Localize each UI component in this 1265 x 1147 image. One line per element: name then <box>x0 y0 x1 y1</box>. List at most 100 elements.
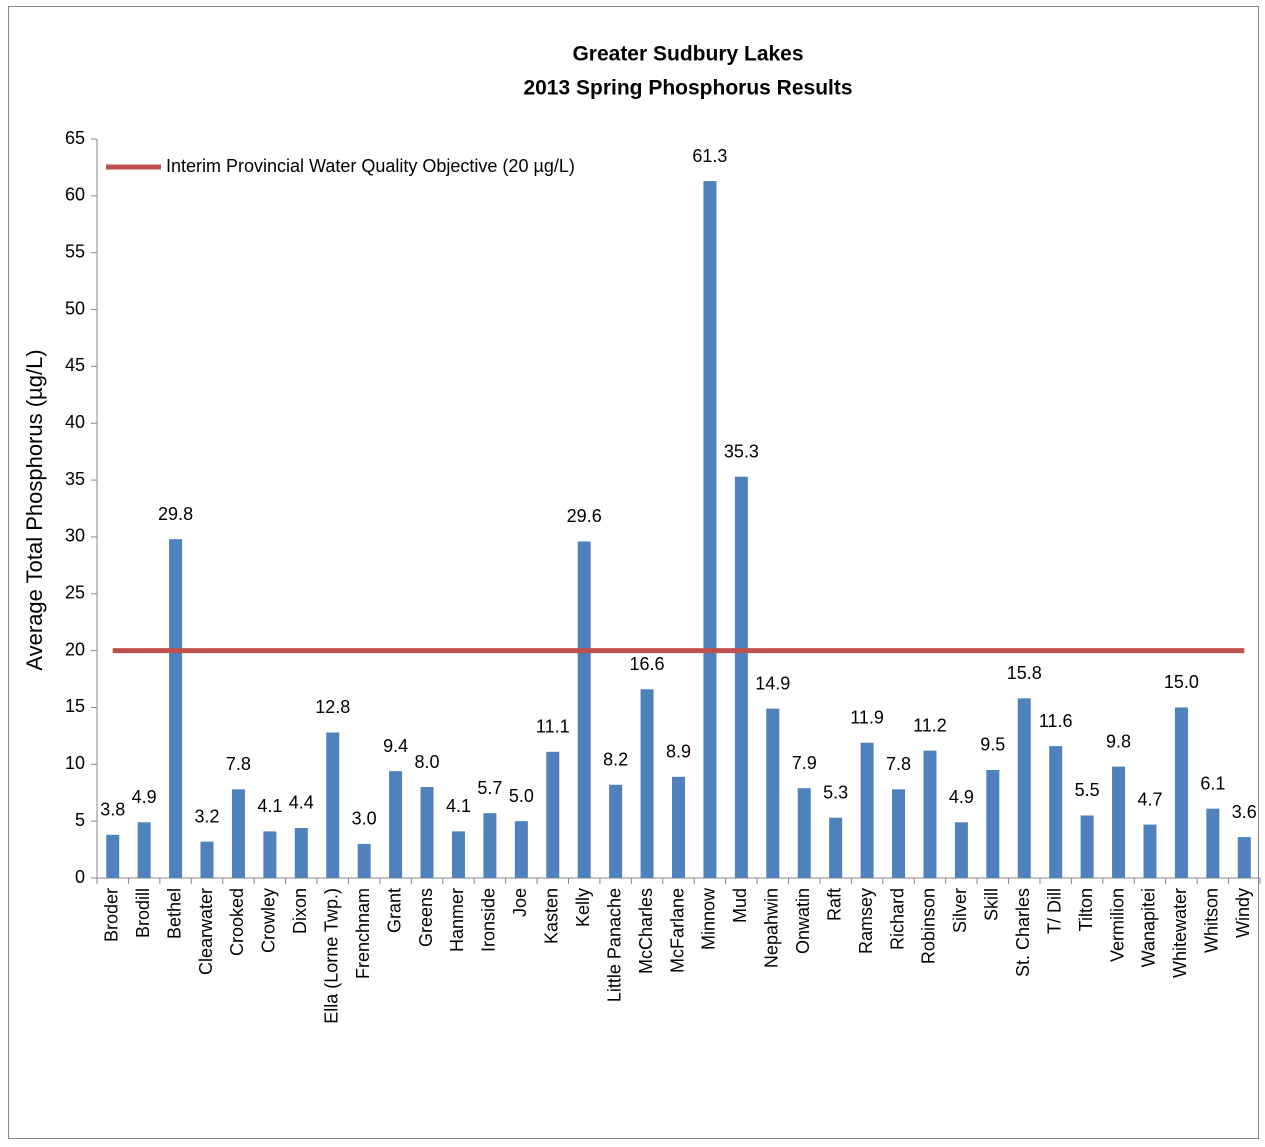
data-label: 15.0 <box>1164 672 1199 692</box>
data-label: 4.7 <box>1137 789 1162 809</box>
y-tick-label: 55 <box>65 241 85 261</box>
x-tick-label: Onwatin <box>793 888 813 954</box>
x-tick-label: Ironside <box>479 888 499 952</box>
x-tick-label: Tilton <box>1076 888 1096 931</box>
x-tick-label: Kelly <box>573 888 593 927</box>
chart-frame <box>8 6 1259 1139</box>
y-tick-label: 10 <box>65 753 85 773</box>
bar <box>829 817 843 878</box>
bar <box>1049 746 1063 878</box>
data-label: 8.2 <box>603 750 628 770</box>
bar <box>357 843 371 878</box>
bar <box>577 541 591 878</box>
data-label: 14.9 <box>755 673 790 693</box>
data-label: 11.6 <box>1039 711 1073 731</box>
x-tick-label: Dixon <box>290 888 310 934</box>
bar <box>106 834 120 878</box>
data-label: 6.1 <box>1200 773 1225 793</box>
bar <box>389 771 403 878</box>
bar <box>892 789 906 878</box>
data-label: 15.8 <box>1007 663 1042 683</box>
y-tick-label: 60 <box>65 185 85 205</box>
data-label: 5.3 <box>823 782 848 802</box>
y-tick-label: 15 <box>65 696 85 716</box>
data-label: 4.9 <box>132 787 157 807</box>
y-tick-label: 45 <box>65 355 85 375</box>
x-tick-label: St. Charles <box>1013 888 1033 977</box>
bar <box>609 784 623 878</box>
bar <box>734 476 748 878</box>
x-tick-label: Joe <box>510 888 530 917</box>
x-tick-label: Grant <box>384 888 404 933</box>
data-label: 5.5 <box>1075 780 1100 800</box>
bar <box>1080 815 1094 878</box>
data-label: 29.6 <box>567 506 602 526</box>
bar <box>1017 698 1031 878</box>
x-tick-label: T/ Dill <box>1044 888 1064 934</box>
y-tick-label: 20 <box>65 639 85 659</box>
x-tick-label: McFarlane <box>667 888 687 973</box>
data-label: 5.7 <box>477 778 502 798</box>
x-tick-label: Skill <box>982 888 1002 921</box>
bar <box>672 776 685 878</box>
x-tick-label: Minnow <box>699 887 719 950</box>
bar <box>263 831 277 878</box>
x-tick-label: Windy <box>1233 888 1253 938</box>
y-axis-label: Average Total Phosphorus (µg/L) <box>22 349 47 670</box>
bar <box>483 813 497 878</box>
bar <box>860 742 874 878</box>
bar <box>420 787 434 878</box>
y-tick-label: 40 <box>65 412 85 432</box>
data-label: 3.2 <box>194 806 219 826</box>
data-label: 7.8 <box>226 754 251 774</box>
data-label: 29.8 <box>158 504 193 524</box>
x-tick-label: Bethel <box>164 888 184 939</box>
y-tick-label: 5 <box>75 810 85 830</box>
bar <box>294 827 308 878</box>
x-tick-label: Ella (Lorne Twp.) <box>321 888 341 1024</box>
data-label: 11.1 <box>536 717 570 737</box>
bar <box>954 822 968 878</box>
bar <box>640 689 654 878</box>
bar <box>1112 766 1126 878</box>
data-label: 12.8 <box>315 697 350 717</box>
bar <box>200 841 214 878</box>
bar <box>137 822 151 878</box>
legend-label: Interim Provincial Water Quality Objecti… <box>166 156 575 176</box>
bar <box>986 769 1000 878</box>
x-tick-label: Raft <box>824 888 844 921</box>
y-tick-label: 0 <box>75 867 85 887</box>
data-label: 61.3 <box>692 146 727 166</box>
y-tick-label: 65 <box>65 128 85 148</box>
y-tick-label: 25 <box>65 583 85 603</box>
x-tick-label: Vermilion <box>1107 888 1127 962</box>
bar <box>546 751 560 878</box>
data-label: 5.0 <box>509 786 534 806</box>
bar <box>1143 824 1157 878</box>
data-label: 7.9 <box>792 753 817 773</box>
data-label: 9.5 <box>980 735 1005 755</box>
bar <box>231 789 245 878</box>
x-tick-label: Greens <box>416 888 436 947</box>
data-label: 4.4 <box>289 793 314 813</box>
x-tick-label: Robinson <box>919 888 939 964</box>
x-tick-label: Wanapitei <box>1139 888 1159 967</box>
data-label: 8.0 <box>415 752 440 772</box>
data-label: 16.6 <box>630 654 665 674</box>
bar <box>797 788 811 878</box>
x-tick-label: Silver <box>950 888 970 933</box>
x-tick-label: Little Panache <box>604 888 624 1002</box>
x-tick-label: Ramsey <box>856 888 876 954</box>
data-label: 8.9 <box>666 742 691 762</box>
bar <box>326 732 340 878</box>
x-tick-label: Hanmer <box>447 888 467 952</box>
bar <box>923 750 937 878</box>
data-label: 9.8 <box>1106 731 1131 751</box>
y-tick-label: 35 <box>65 469 85 489</box>
data-label: 9.4 <box>383 736 408 756</box>
x-tick-label: Broder <box>101 888 121 942</box>
data-label: 11.9 <box>850 707 884 727</box>
data-label: 3.6 <box>1232 802 1257 822</box>
x-tick-label: Whitewater <box>1170 888 1190 978</box>
bar <box>1237 837 1251 878</box>
